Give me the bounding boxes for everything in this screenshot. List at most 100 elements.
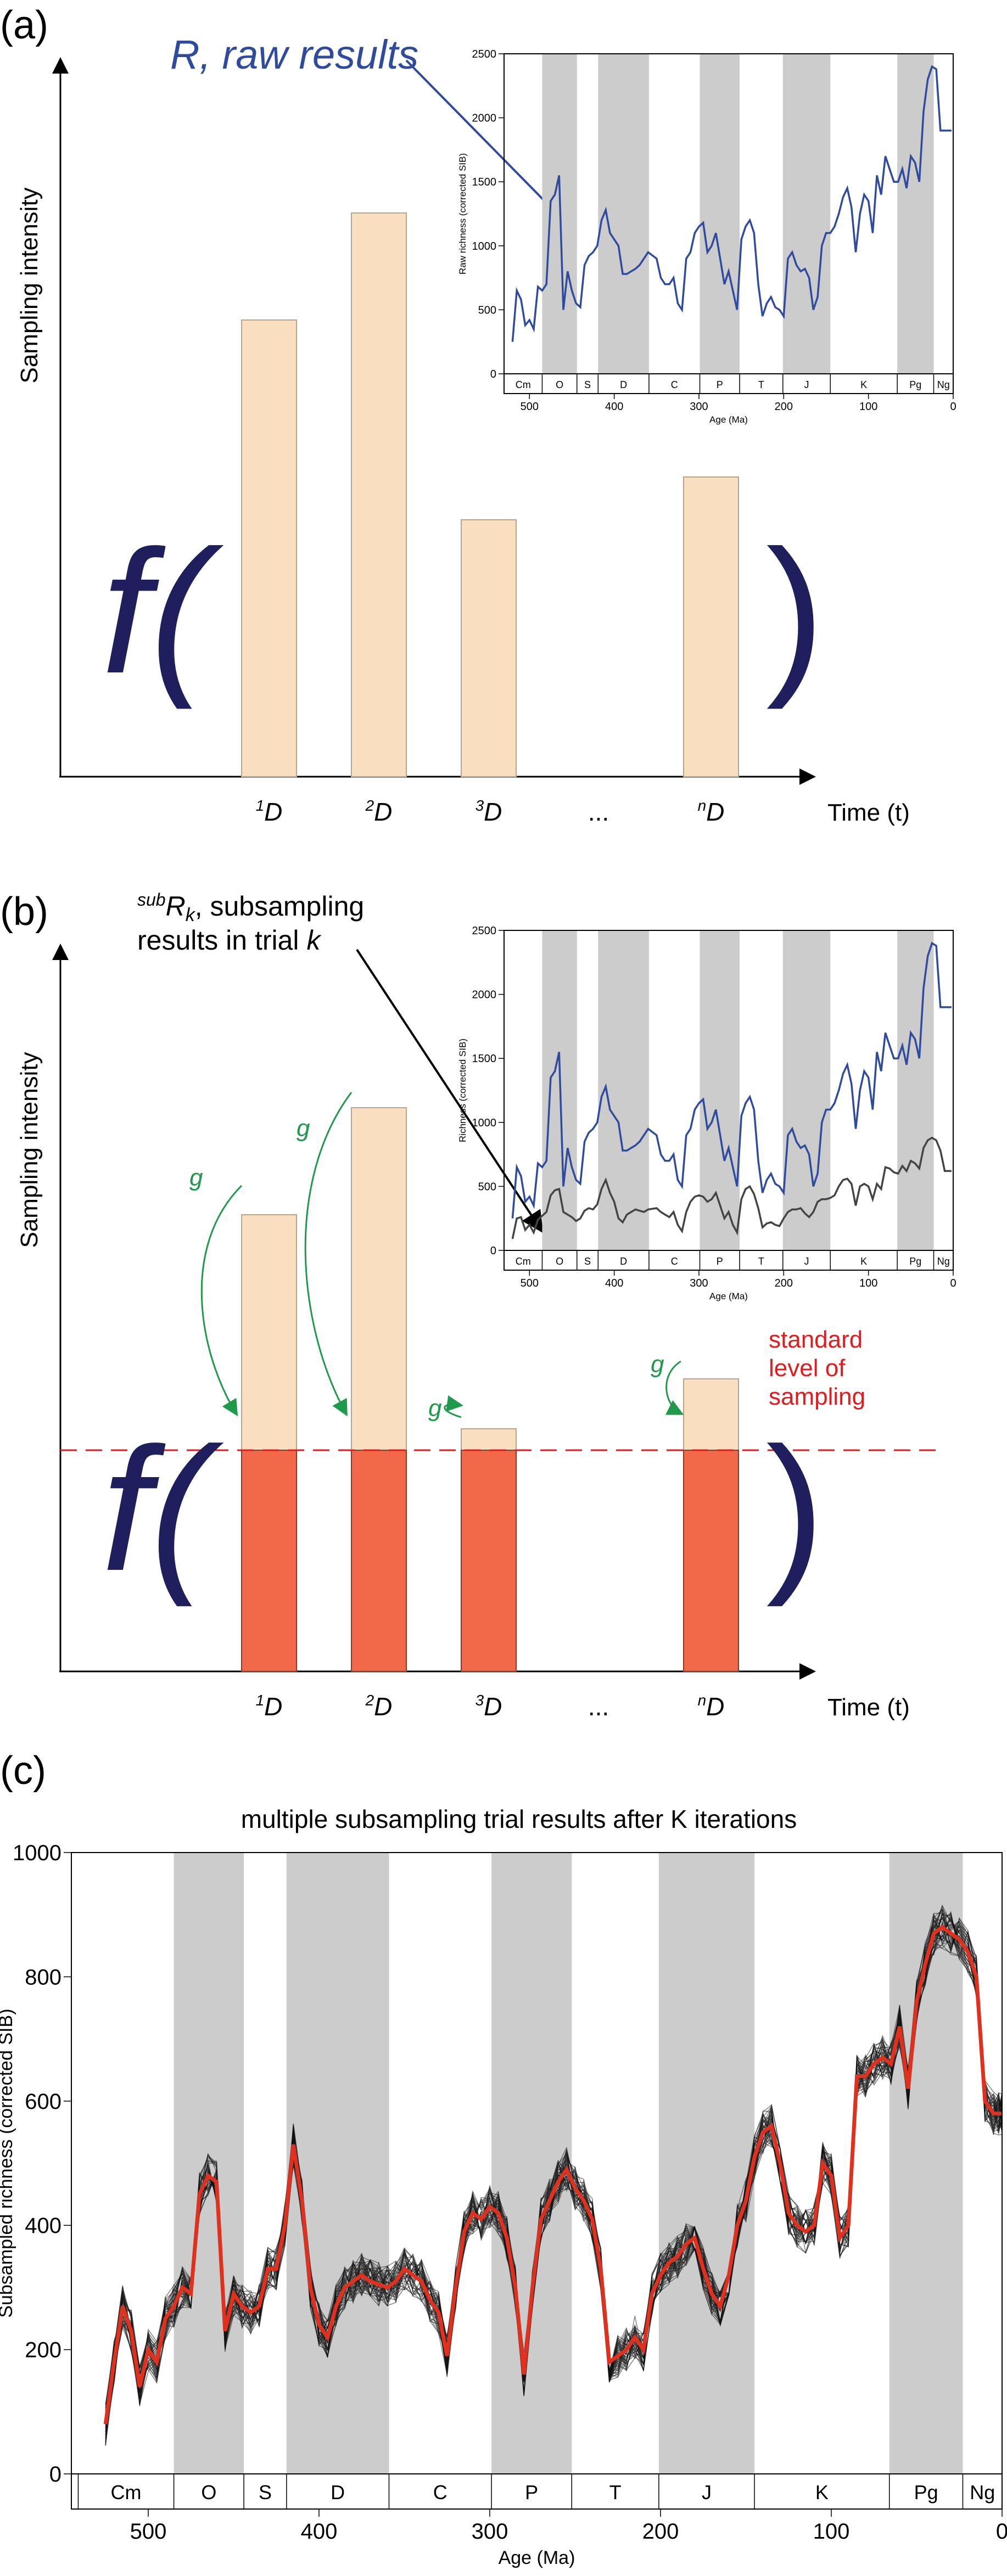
- panel-b-annotation-line1: subRk, subsampling: [137, 890, 364, 925]
- inset-b-band-Pg: [897, 930, 934, 1250]
- inset-a-xtick-label-200: 200: [775, 401, 793, 413]
- panel-b-ylabel: Sampling intensity: [16, 1052, 43, 1248]
- panel-b-g-label-3: g: [428, 1395, 442, 1422]
- inset-a-ytick-label-2500: 2500: [472, 48, 497, 60]
- panel-b-g-arrow-1: [200, 1185, 243, 1417]
- panel-c-letter: (c): [0, 1749, 46, 1793]
- inset-a-period-S: S: [584, 379, 591, 390]
- chart-c-period-P: P: [525, 2481, 538, 2504]
- inset-b-ytick-label-1500: 1500: [472, 1053, 497, 1065]
- panel-a-bar-1: [241, 319, 297, 777]
- inset-b-xlabel: Age (Ma): [709, 1291, 748, 1301]
- panel-b-close-paren: ): [766, 1411, 825, 1608]
- chart-c-xtick-label-400: 400: [301, 2519, 338, 2544]
- panel-b-standard-label-line-3: sampling: [769, 1383, 865, 1410]
- chart-c-period-Cm: Cm: [111, 2481, 142, 2504]
- panel-a-bar-2: [351, 212, 407, 777]
- inset-a-period-P: P: [717, 379, 723, 390]
- chart-c-iteration-40: [105, 1916, 1003, 2444]
- inset-b-xtick-label-0: 0: [950, 1277, 956, 1289]
- panel-b-bar-label-4: ...: [588, 1692, 609, 1721]
- panel-a-annotation-arrow: [405, 59, 569, 226]
- inset-b-ylabel: Richness (corrected SIB): [457, 1039, 468, 1142]
- panel-a-ylabel: Sampling intensity: [16, 187, 43, 383]
- inset-b-period-Cm: Cm: [516, 1256, 531, 1267]
- inset-a-band-P: [700, 54, 740, 374]
- inset-a-ytick-label-2000: 2000: [472, 113, 497, 125]
- inset-a-band-Pg: [897, 54, 934, 374]
- chart-c-period-Pg: Pg: [914, 2481, 938, 2504]
- chart-c-ytick-label-800: 800: [25, 1965, 61, 1989]
- chart-c-period-D: D: [331, 2481, 345, 2504]
- inset-b-frame: [504, 930, 954, 1271]
- inset-a-ytick-label-0: 0: [490, 368, 496, 380]
- chart-c-period-T: T: [609, 2481, 622, 2504]
- panel-a-bar-label-2: 2D: [365, 797, 393, 826]
- inset-b-period-T: T: [758, 1256, 764, 1267]
- inset-a-xlabel: Age (Ma): [709, 414, 748, 425]
- chart-c-period-K: K: [815, 2481, 829, 2504]
- panel-a-bar-labels: 1D 2D 3D... nD: [256, 797, 725, 826]
- inset-b-period-J: J: [804, 1256, 809, 1267]
- inset-a-ytick-label-500: 500: [478, 304, 496, 316]
- panel-b: (b) Sampling intensity Time (t) 1D 2D 3D..…: [0, 890, 956, 1721]
- inset-b-period-Pg: Pg: [909, 1256, 921, 1267]
- panel-b-standard-label-line-1: standard: [769, 1326, 863, 1353]
- inset-b-ytick-label-2500: 2500: [472, 925, 497, 937]
- chart-c-xtick-label-0: 0: [996, 2519, 1007, 2544]
- inset-a-xtick-label-400: 400: [605, 401, 623, 413]
- panel-c-title: multiple subsampling trial results after…: [241, 1805, 797, 1833]
- inset-b-period-P: P: [717, 1256, 723, 1267]
- inset-b-ytick-label-500: 500: [478, 1181, 496, 1193]
- inset-a-ytick-label-1000: 1000: [472, 240, 497, 252]
- panel-a-bar-5: [683, 476, 739, 777]
- chart-c-period-O: O: [201, 2481, 216, 2504]
- panel-a-bars: [241, 212, 739, 777]
- panel-b-letter: (b): [0, 890, 48, 934]
- chart-c-band-D: [286, 1853, 389, 2474]
- chart-c-xtick-label-300: 300: [472, 2519, 508, 2544]
- panel-a-xlabel: Time (t): [827, 799, 910, 826]
- inset-b-period-D: D: [620, 1256, 627, 1267]
- panel-b-bar-label-2: 2D: [365, 1692, 393, 1721]
- chart-c-frame: [71, 1852, 1003, 2510]
- chart-c-iteration-29: [105, 1912, 1003, 2438]
- chart-c-period-S: S: [259, 2481, 272, 2504]
- panel-a-f-symbol: f(: [102, 513, 225, 711]
- panel-b-g-label-4: g: [651, 1351, 664, 1378]
- inset-a-xtick-label-300: 300: [690, 401, 708, 413]
- inset-a-period-K: K: [860, 379, 867, 390]
- panel-a-bar-3: [461, 519, 517, 777]
- chart-c-period-C: C: [433, 2481, 447, 2504]
- panel-b-f-symbol: f(: [102, 1411, 225, 1608]
- inset-a-period-D: D: [620, 379, 627, 390]
- panel-b-g-arrow-3: [444, 1395, 463, 1418]
- chart-c-ytick-label-200: 200: [25, 2338, 61, 2362]
- chart-c-ytick-label-1000: 1000: [13, 1841, 61, 1865]
- panel-b-bar-labels: 1D 2D 3D... nD: [256, 1692, 725, 1721]
- chart-c-xlabel: Age (Ma): [499, 2547, 575, 2568]
- inset-a-xtick-label-0: 0: [950, 401, 956, 413]
- panel-a-close-paren: ): [766, 513, 825, 711]
- panel-b-xlabel: Time (t): [827, 1694, 910, 1721]
- inset-a-ytick-label-1500: 1500: [472, 176, 497, 188]
- inset-a-ylabel: Raw richness (corrected SIB): [457, 153, 468, 274]
- panel-b-bar-label-5: nD: [698, 1692, 725, 1721]
- chart-c-xtick-label-200: 200: [642, 2519, 679, 2544]
- panel-a-bar-label-4: ...: [588, 798, 609, 826]
- panel-b-g-arrows: g g g g: [189, 1092, 684, 1422]
- inset-a-period-T: T: [758, 379, 764, 390]
- inset-a-xtick-label-100: 100: [859, 401, 877, 413]
- panel-b-g-arrow-2: [304, 1092, 353, 1417]
- panel-b-annotation-line2: results in trial k: [137, 925, 322, 956]
- chart-c-iteration-39: [105, 1912, 1003, 2404]
- panel-b-g-label-1: g: [189, 1164, 203, 1191]
- inset-b-xtick-label-200: 200: [775, 1277, 793, 1289]
- panel-b-subsample-bar-5: [683, 1450, 739, 1672]
- chart-c-ytick-label-600: 600: [25, 2090, 61, 2114]
- inset-a-band-J: [782, 54, 831, 374]
